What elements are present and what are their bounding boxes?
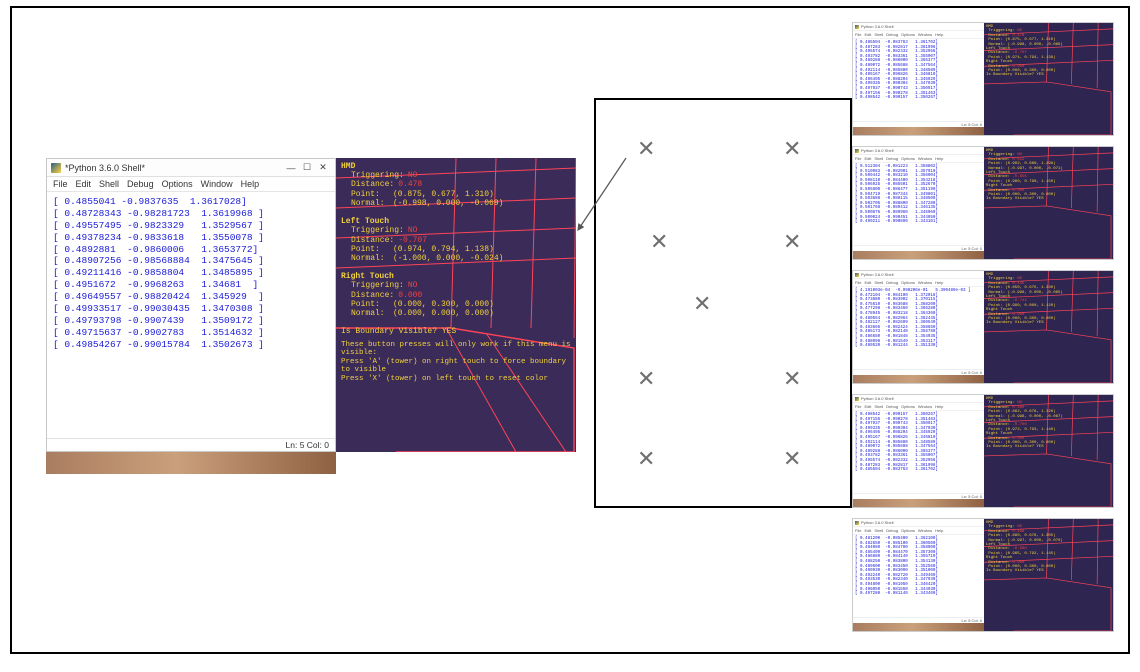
- target-x-3: ✕: [783, 229, 801, 255]
- target-x-7: ✕: [637, 446, 655, 472]
- target-x-1: ✕: [783, 136, 801, 162]
- engine-debug-panel: HMDTriggering:NODistance:0.478Point:(0.8…: [336, 158, 576, 452]
- target-x-2: ✕: [650, 229, 668, 255]
- target-grid-panel: ✕ ✕ ✕ ✕ ✕ ✕ ✕ ✕ ✕: [594, 98, 852, 508]
- target-x-4: ✕: [693, 291, 711, 317]
- shell-titlebar: *Python 3.6.0 Shell* — ☐ ✕: [47, 159, 335, 177]
- target-x-0: ✕: [637, 136, 655, 162]
- close-button[interactable]: ✕: [315, 162, 331, 174]
- thumb-engine: HMD Triggering: NO Distance: 0.478 Point…: [984, 23, 1113, 135]
- thumb-shell: Python 3.6.0 Shell FileEditShellDebugOpt…: [853, 395, 984, 507]
- thumb-shell: Python 3.6.0 Shell FileEditShellDebugOpt…: [853, 147, 984, 259]
- target-x-5: ✕: [637, 366, 655, 392]
- thumb-shell: Python 3.6.0 Shell FileEditShellDebugOpt…: [853, 23, 984, 135]
- menu-options[interactable]: Options: [162, 179, 193, 189]
- floor-strip: [46, 452, 336, 474]
- thumbnail-column: Python 3.6.0 Shell FileEditShellDebugOpt…: [852, 22, 1114, 632]
- menu-debug[interactable]: Debug: [127, 179, 154, 189]
- maximize-button[interactable]: ☐: [299, 162, 315, 174]
- menu-window[interactable]: Window: [201, 179, 233, 189]
- shell-statusbar: Ln: 5 Col: 0: [47, 438, 335, 451]
- shell-menubar: File Edit Shell Debug Options Window Help: [47, 177, 335, 192]
- thumbnail-4[interactable]: Python 3.6.0 Shell FileEditShellDebugOpt…: [852, 518, 1114, 632]
- target-x-8: ✕: [783, 446, 801, 472]
- shell-output: [ 0.4855041 -0.9837635 1.3617028] [ 0.48…: [47, 192, 335, 438]
- image-frame: *Python 3.6.0 Shell* — ☐ ✕ File Edit Shell…: [10, 6, 1130, 654]
- shell-title: *Python 3.6.0 Shell*: [65, 163, 145, 173]
- thumbnail-0[interactable]: Python 3.6.0 Shell FileEditShellDebugOpt…: [852, 22, 1114, 136]
- target-x-6: ✕: [783, 366, 801, 392]
- thumb-engine: HMD Triggering: NO Distance: 0.498 Point…: [984, 519, 1113, 631]
- menu-shell[interactable]: Shell: [99, 179, 119, 189]
- thumbnail-2[interactable]: Python 3.6.0 Shell FileEditShellDebugOpt…: [852, 270, 1114, 384]
- thumbnail-1[interactable]: Python 3.6.0 Shell FileEditShellDebugOpt…: [852, 146, 1114, 260]
- thumb-engine: HMD Triggering: NO Distance: 0.512 Point…: [984, 147, 1113, 259]
- thumbnail-3[interactable]: Python 3.6.0 Shell FileEditShellDebugOpt…: [852, 394, 1114, 508]
- thumb-shell: Python 3.6.0 Shell FileEditShellDebugOpt…: [853, 519, 984, 631]
- python-icon: [51, 163, 61, 173]
- menu-help[interactable]: Help: [241, 179, 260, 189]
- thumb-shell: Python 3.6.0 Shell FileEditShellDebugOpt…: [853, 271, 984, 383]
- thumb-engine: HMD Triggering: NO Distance: 0.445 Point…: [984, 271, 1113, 383]
- minimize-button[interactable]: —: [283, 162, 299, 174]
- menu-file[interactable]: File: [53, 179, 68, 189]
- menu-edit[interactable]: Edit: [76, 179, 92, 189]
- python-shell-window: *Python 3.6.0 Shell* — ☐ ✕ File Edit Shell…: [46, 158, 336, 452]
- main-composite: *Python 3.6.0 Shell* — ☐ ✕ File Edit Shell…: [46, 158, 576, 452]
- thumb-engine: HMD Triggering: NO Distance: 0.460 Point…: [984, 395, 1113, 507]
